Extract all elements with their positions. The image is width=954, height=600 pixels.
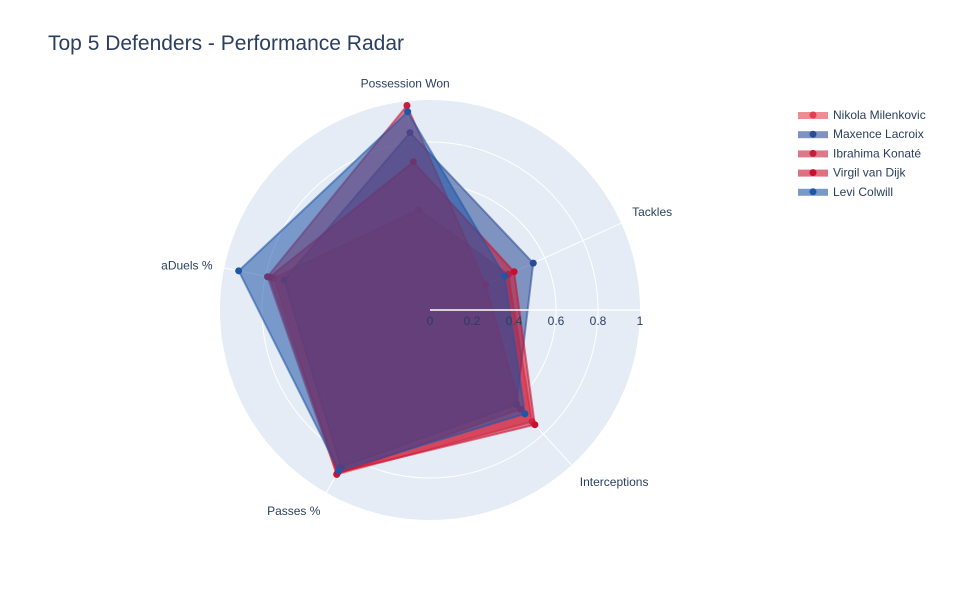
legend-marker xyxy=(809,130,817,138)
legend-item[interactable]: Maxence Lacroix xyxy=(798,127,924,141)
chart-title: Top 5 Defenders - Performance Radar xyxy=(48,32,404,55)
axis-label: Passes % xyxy=(267,504,321,518)
radial-tick-label: 0.6 xyxy=(548,314,565,328)
legend-marker xyxy=(809,111,817,119)
data-point[interactable] xyxy=(501,272,509,280)
radial-tick-label: 0.2 xyxy=(464,314,481,328)
axis-label: Possession Won xyxy=(361,76,450,90)
axis-label: Interceptions xyxy=(580,475,649,489)
data-point[interactable] xyxy=(510,268,518,276)
legend-label: Maxence Lacroix xyxy=(833,127,924,141)
legend: Nikola Milenkovic Maxence Lacroix Ibrahima… xyxy=(798,108,926,199)
axis-label: aDuels % xyxy=(161,258,213,272)
data-point[interactable] xyxy=(529,259,537,267)
data-point[interactable] xyxy=(531,421,539,429)
legend-marker xyxy=(809,149,817,157)
radial-tick-label: 1 xyxy=(637,314,644,328)
data-point[interactable] xyxy=(235,267,243,275)
legend-item[interactable]: Levi Colwill xyxy=(798,185,893,199)
legend-marker xyxy=(809,188,817,196)
data-point[interactable] xyxy=(521,410,529,418)
legend-label: Ibrahima Konaté xyxy=(833,146,921,160)
legend-marker xyxy=(809,169,817,177)
angular-axis-labels: Tackles Interceptions Passes % aDuels % Poss… xyxy=(161,76,672,518)
radial-tick-label: 0.8 xyxy=(590,314,607,328)
radial-axis: 0 0.2 0.4 0.6 0.8 1 xyxy=(427,309,644,328)
axis-label: Tackles xyxy=(632,205,672,219)
series-area xyxy=(237,110,527,472)
data-point[interactable] xyxy=(335,467,343,475)
data-point[interactable] xyxy=(404,108,412,116)
data-point[interactable] xyxy=(403,101,411,109)
legend-label: Nikola Milenkovic xyxy=(833,108,926,122)
legend-label: Levi Colwill xyxy=(833,185,893,199)
series-layer xyxy=(235,101,539,478)
legend-item[interactable]: Ibrahima Konaté xyxy=(798,146,921,160)
radial-tick-label: 0.4 xyxy=(506,314,523,328)
series-4 xyxy=(235,108,529,475)
legend-item[interactable]: Nikola Milenkovic xyxy=(798,108,926,122)
legend-label: Virgil van Dijk xyxy=(833,166,906,180)
legend-item[interactable]: Virgil van Dijk xyxy=(798,166,906,180)
radial-tick-label: 0 xyxy=(427,314,434,328)
